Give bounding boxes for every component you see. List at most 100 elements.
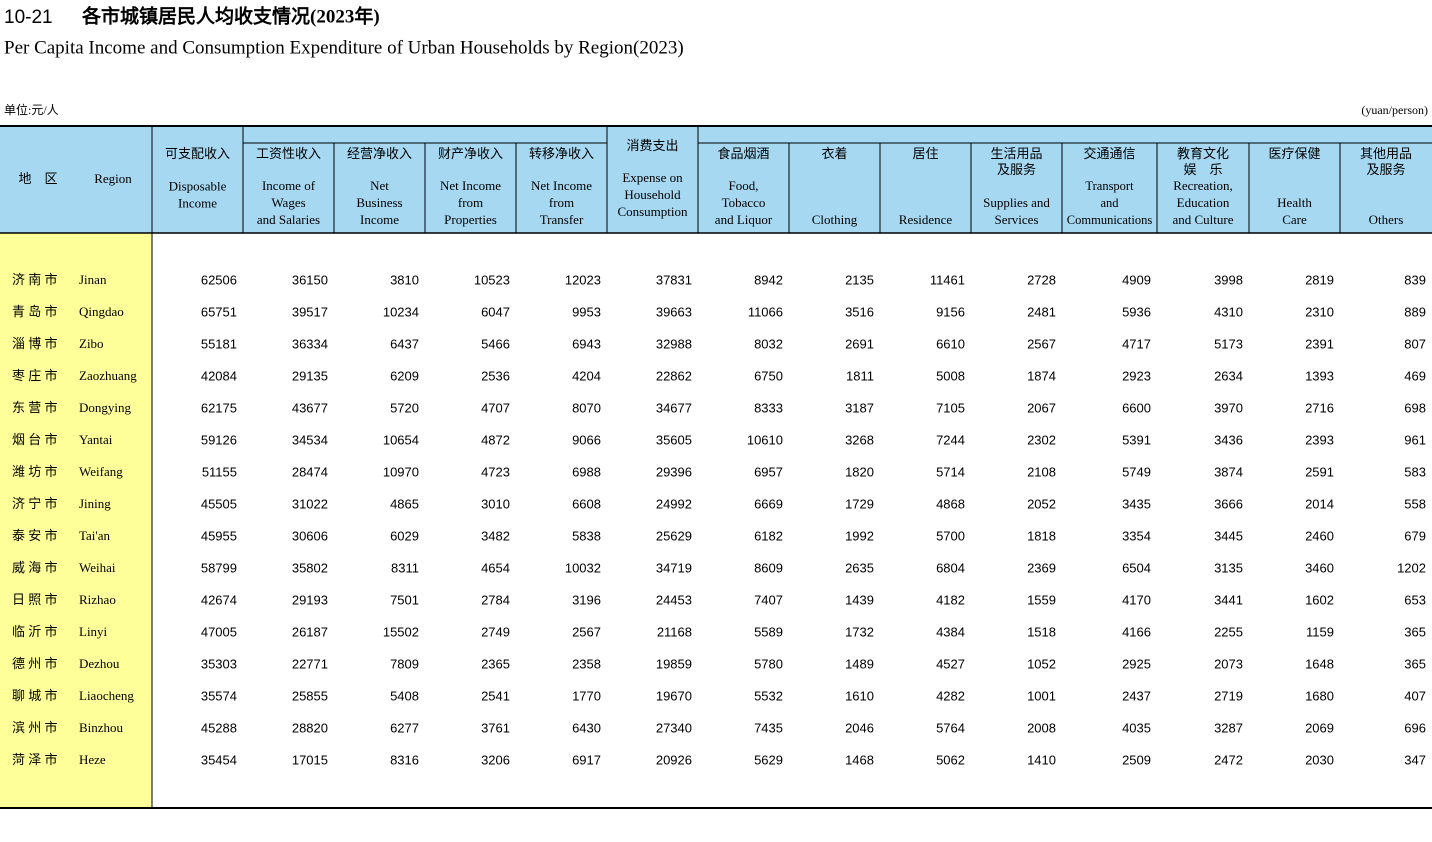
cell-value: 9156 xyxy=(936,304,965,319)
cell-value: 347 xyxy=(1404,752,1426,767)
cell-value: 4166 xyxy=(1122,624,1151,639)
cell-value: 58799 xyxy=(201,560,237,575)
region-cn: 菏 泽 市 xyxy=(12,752,58,767)
region-en: Jinan xyxy=(79,272,107,287)
cell-value: 3874 xyxy=(1214,464,1243,479)
cell-value: 30606 xyxy=(292,528,328,543)
cell-value: 20926 xyxy=(656,752,692,767)
column-header-cn: 其他用品 xyxy=(1360,146,1412,161)
cell-value: 19670 xyxy=(656,688,692,703)
cell-value: 1770 xyxy=(572,688,601,703)
cell-value: 3441 xyxy=(1214,592,1243,607)
column-header-en: Communications xyxy=(1067,213,1153,227)
cell-value: 4872 xyxy=(481,432,510,447)
cell-value: 469 xyxy=(1404,368,1426,383)
cell-value: 3761 xyxy=(481,720,510,735)
cell-value: 8316 xyxy=(390,752,419,767)
column-header-cn: 可支配收入 xyxy=(165,146,230,161)
column-header-cn: 生活用品 xyxy=(990,146,1042,161)
cell-value: 35802 xyxy=(292,560,328,575)
cell-value: 4384 xyxy=(936,624,965,639)
cell-value: 3206 xyxy=(481,752,510,767)
column-header-en: Supplies and xyxy=(983,195,1050,210)
region-cn: 聊 城 市 xyxy=(12,688,58,703)
cell-value: 9066 xyxy=(572,432,601,447)
column-header-cn: 工资性收入 xyxy=(256,146,321,161)
column-header-en: from xyxy=(549,195,574,210)
column-header-en: and Culture xyxy=(1172,212,1233,227)
cell-value: 6750 xyxy=(754,368,783,383)
cell-value: 3287 xyxy=(1214,720,1243,735)
column-header-en: Business xyxy=(356,195,402,210)
cell-value: 11461 xyxy=(930,272,965,287)
column-header-en: Income of xyxy=(262,178,316,193)
cell-value: 2108 xyxy=(1027,464,1056,479)
cell-value: 2591 xyxy=(1305,464,1334,479)
cell-value: 1052 xyxy=(1027,656,1056,671)
region-cn: 枣 庄 市 xyxy=(12,368,58,383)
cell-value: 1468 xyxy=(845,752,874,767)
cell-value: 407 xyxy=(1404,688,1426,703)
cell-value: 1159 xyxy=(1306,624,1334,639)
cell-value: 2819 xyxy=(1305,272,1334,287)
cell-value: 6209 xyxy=(390,368,419,383)
cell-value: 2719 xyxy=(1214,688,1243,703)
cell-value: 6608 xyxy=(572,496,601,511)
title-en: Per Capita Income and Consumption Expend… xyxy=(4,37,684,58)
cell-value: 25855 xyxy=(292,688,328,703)
cell-value: 51155 xyxy=(202,464,237,479)
cell-value: 42084 xyxy=(201,368,237,383)
cell-value: 4723 xyxy=(481,464,510,479)
cell-value: 2691 xyxy=(845,336,874,351)
cell-value: 5764 xyxy=(936,720,965,735)
region-en: Dezhou xyxy=(79,656,120,671)
cell-value: 24992 xyxy=(656,496,692,511)
cell-value: 3135 xyxy=(1214,560,1243,575)
cell-value: 1729 xyxy=(845,496,874,511)
cell-value: 3010 xyxy=(481,496,510,511)
cell-value: 3435 xyxy=(1122,496,1151,511)
cell-value: 5173 xyxy=(1214,336,1243,351)
cell-value: 6504 xyxy=(1122,560,1151,575)
column-header-en: Consumption xyxy=(617,204,688,219)
cell-value: 1410 xyxy=(1027,752,1056,767)
cell-value: 3516 xyxy=(845,304,874,319)
header-bg xyxy=(0,126,1432,233)
cell-value: 39517 xyxy=(292,304,328,319)
column-header-en: Care xyxy=(1282,212,1307,227)
region-cn: 威 海 市 xyxy=(12,560,58,575)
cell-value: 3187 xyxy=(845,400,874,415)
column-header-en: and Liquor xyxy=(715,212,773,227)
region-en: Liaocheng xyxy=(79,688,134,703)
cell-value: 583 xyxy=(1404,464,1426,479)
column-header-en: and xyxy=(1100,196,1119,210)
column-header-en: Wages xyxy=(271,195,305,210)
cell-value: 7501 xyxy=(390,592,419,607)
column-header-cn: 医疗保健 xyxy=(1268,146,1320,161)
cell-value: 2923 xyxy=(1122,368,1151,383)
cell-value: 2635 xyxy=(845,560,874,575)
cell-value: 29135 xyxy=(292,368,328,383)
region-en: Zibo xyxy=(79,336,104,351)
cell-value: 31022 xyxy=(292,496,328,511)
cell-value: 9953 xyxy=(572,304,601,319)
cell-value: 1001 xyxy=(1027,688,1056,703)
cell-value: 5749 xyxy=(1122,464,1151,479)
cell-value: 2310 xyxy=(1305,304,1334,319)
column-header-cn: 消费支出 xyxy=(626,138,678,153)
cell-value: 2481 xyxy=(1027,304,1056,319)
cell-value: 3810 xyxy=(390,272,419,287)
cell-value: 6988 xyxy=(572,464,601,479)
cell-value: 2716 xyxy=(1305,400,1334,415)
cell-value: 62506 xyxy=(201,272,237,287)
cell-value: 4204 xyxy=(572,368,601,383)
cell-value: 2393 xyxy=(1305,432,1334,447)
cell-value: 22771 xyxy=(292,656,328,671)
column-header-cn: 居住 xyxy=(912,146,938,161)
cell-value: 5720 xyxy=(390,400,419,415)
cell-value: 2509 xyxy=(1122,752,1151,767)
cell-value: 2472 xyxy=(1214,752,1243,767)
region-en: Heze xyxy=(79,752,106,767)
